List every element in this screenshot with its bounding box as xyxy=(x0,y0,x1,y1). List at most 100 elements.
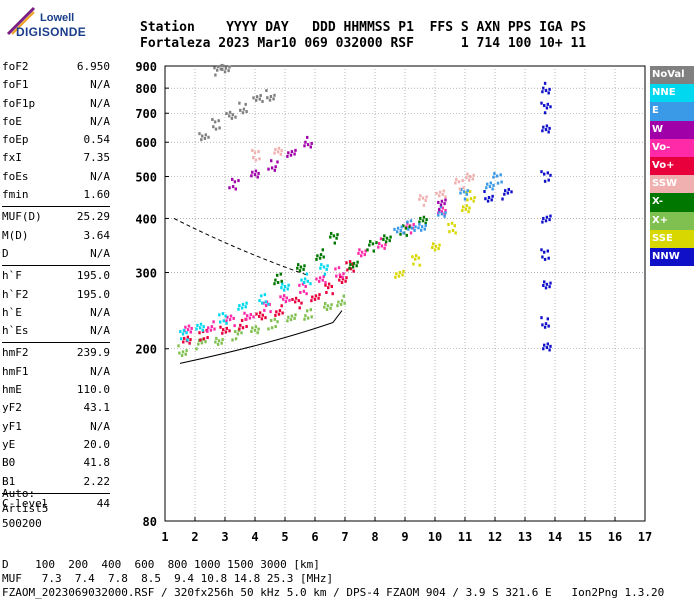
data-point xyxy=(444,211,447,215)
data-point xyxy=(439,203,443,207)
data-point xyxy=(360,254,363,258)
data-point xyxy=(486,182,489,186)
data-point xyxy=(216,342,220,346)
data-point xyxy=(197,342,200,346)
param-name: yF1 xyxy=(2,419,22,433)
data-point xyxy=(496,181,500,185)
data-point xyxy=(214,127,218,131)
param-row: hmF1 N/A xyxy=(2,363,110,381)
data-point xyxy=(258,299,261,303)
data-point xyxy=(303,280,306,284)
data-point xyxy=(276,320,279,324)
data-point xyxy=(464,207,468,211)
data-point xyxy=(286,319,289,323)
data-point xyxy=(286,154,289,158)
data-point xyxy=(202,325,205,329)
param-name: MUF(D) xyxy=(2,210,42,224)
data-point xyxy=(294,300,297,304)
param-name: D xyxy=(2,246,9,260)
data-point xyxy=(220,341,223,345)
y-tick-label: 700 xyxy=(135,107,157,121)
data-point xyxy=(231,177,234,181)
data-point xyxy=(461,179,464,183)
data-point xyxy=(310,299,313,303)
y-tick-label: 600 xyxy=(135,136,157,150)
data-point xyxy=(306,135,309,139)
data-point xyxy=(238,304,241,308)
data-point xyxy=(544,89,548,93)
data-point xyxy=(424,223,427,227)
data-point xyxy=(454,181,457,185)
data-point xyxy=(245,110,248,114)
data-point xyxy=(296,266,299,270)
data-point xyxy=(548,218,551,222)
data-point xyxy=(188,341,191,345)
data-point xyxy=(425,195,428,199)
data-point xyxy=(338,278,341,282)
data-point xyxy=(225,112,228,116)
data-point xyxy=(224,330,228,334)
param-name: C-level xyxy=(2,496,49,510)
data-point xyxy=(467,210,470,214)
data-point xyxy=(240,306,244,310)
data-point xyxy=(339,302,343,306)
data-point xyxy=(443,202,446,206)
data-point xyxy=(258,311,262,315)
data-point xyxy=(541,220,544,224)
data-point xyxy=(217,339,221,343)
logo-line1: Lowell xyxy=(40,12,75,24)
data-point xyxy=(324,283,327,287)
param-value: N/A xyxy=(90,324,110,338)
data-point xyxy=(233,324,236,328)
data-point xyxy=(322,265,326,269)
data-point xyxy=(204,340,207,344)
data-point xyxy=(279,272,282,276)
data-point xyxy=(221,67,224,71)
data-point xyxy=(363,253,366,257)
data-point xyxy=(546,171,549,175)
data-point xyxy=(291,297,294,301)
data-point xyxy=(227,69,230,73)
data-point xyxy=(371,242,375,246)
data-point xyxy=(178,351,181,355)
data-point xyxy=(200,138,203,142)
data-point xyxy=(214,340,217,344)
data-point xyxy=(283,284,287,288)
data-point xyxy=(253,151,257,155)
data-point xyxy=(543,111,547,115)
y-tick-label: 900 xyxy=(135,60,157,74)
data-point xyxy=(228,186,231,190)
data-point xyxy=(199,322,203,326)
data-point xyxy=(506,191,510,195)
param-row: h`E N/A xyxy=(2,304,110,322)
data-point xyxy=(270,159,273,163)
data-point xyxy=(299,265,303,269)
data-point xyxy=(280,304,283,308)
data-point xyxy=(463,197,467,201)
param-row: hmE 110.0 xyxy=(2,381,110,399)
data-point xyxy=(492,175,495,179)
data-point xyxy=(352,261,356,265)
data-point xyxy=(245,317,248,321)
data-point xyxy=(281,311,284,315)
data-point xyxy=(327,286,330,290)
data-point xyxy=(360,250,364,254)
data-point xyxy=(293,316,296,320)
data-point xyxy=(469,197,473,201)
data-point xyxy=(420,228,423,232)
profile-curve xyxy=(179,310,343,364)
data-point xyxy=(356,260,359,264)
data-point xyxy=(487,196,491,200)
data-point xyxy=(320,263,323,267)
data-point xyxy=(419,194,422,198)
data-point xyxy=(544,286,548,290)
data-point xyxy=(544,128,548,132)
data-point xyxy=(181,350,185,354)
x-tick-label: 7 xyxy=(341,530,348,544)
data-point xyxy=(548,126,551,130)
data-point xyxy=(432,242,435,246)
data-point xyxy=(280,286,283,290)
data-point xyxy=(262,301,265,305)
data-point xyxy=(186,335,189,339)
data-point xyxy=(543,250,546,254)
